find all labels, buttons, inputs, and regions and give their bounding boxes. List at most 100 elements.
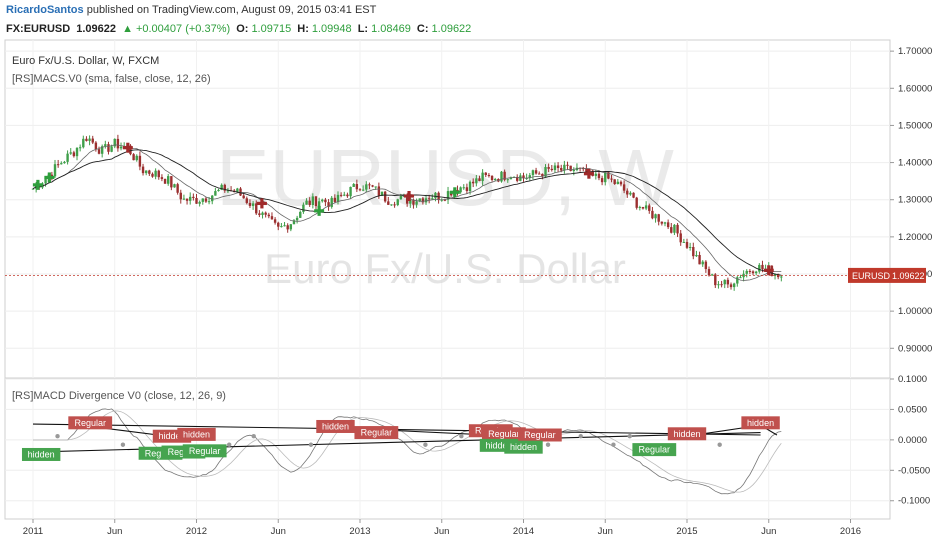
candle-body	[185, 198, 189, 201]
candle-body	[541, 173, 544, 177]
candle-body	[119, 146, 123, 149]
candle-body	[349, 186, 352, 197]
label-text: Regular	[639, 445, 671, 455]
candle-body	[182, 198, 186, 200]
candle-body	[468, 181, 472, 192]
author-link[interactable]: RicardoSantos	[6, 4, 84, 16]
divergence-label: Regular	[354, 426, 399, 440]
candle-body	[245, 198, 249, 203]
signal-bar-v	[47, 172, 51, 183]
divergence-label: Regular	[517, 428, 562, 442]
candle-body	[660, 221, 664, 224]
candle-body	[135, 155, 138, 161]
candle-body	[371, 185, 374, 187]
candle-body	[585, 168, 588, 175]
candle-body	[377, 186, 381, 196]
candle-body	[607, 172, 610, 179]
candle-body	[635, 197, 638, 208]
candle-body	[116, 138, 120, 149]
candle-body	[107, 144, 110, 152]
main-pane-frame	[4, 39, 891, 379]
candle-body	[352, 184, 355, 187]
candle-body	[670, 227, 673, 233]
candle-body	[317, 201, 321, 207]
candle-body	[305, 200, 308, 205]
candle-body	[431, 198, 434, 200]
pivot-dot	[120, 442, 126, 447]
price-axis[interactable]: 1.70000 1.60000 1.50000 1.40000 1.30000 1.200…	[890, 46, 932, 354]
candle-body	[393, 204, 396, 206]
candle-body	[66, 153, 69, 162]
candle-body	[528, 175, 531, 178]
candle-body	[85, 138, 88, 141]
sma-fast-line	[32, 144, 782, 281]
oscillator-axis[interactable]: 0.1000 0.0500 0.0000 -0.0500 -0.1000	[890, 374, 930, 507]
candle-body	[582, 168, 585, 170]
candle-body	[154, 170, 157, 177]
candle-body	[97, 149, 101, 154]
candle-body	[100, 146, 104, 154]
candle-body	[773, 273, 777, 276]
candle-body	[173, 184, 176, 188]
signal-bar-v	[317, 205, 321, 216]
candle-body	[654, 214, 657, 219]
candle-body	[355, 184, 359, 190]
pivot-dot	[717, 442, 722, 447]
candle-body	[726, 279, 730, 285]
candle-body	[405, 195, 409, 204]
label-text: hidden	[747, 418, 774, 428]
candle-body	[638, 206, 642, 208]
divergence-label: Regular	[68, 416, 113, 430]
label-box	[667, 427, 707, 441]
candle-body	[236, 188, 239, 193]
candle-body	[594, 173, 598, 176]
candle-body	[88, 138, 91, 141]
label-text: Regular	[189, 446, 221, 456]
pivot-dot	[227, 442, 232, 447]
time-tick-label: 2011	[23, 526, 43, 537]
candle-body	[503, 171, 506, 180]
candle-body	[324, 199, 327, 203]
candle-body	[758, 264, 761, 272]
candle-body	[330, 197, 333, 207]
candle-body	[295, 217, 299, 221]
candle-body	[714, 274, 717, 286]
label-text: hidden	[158, 431, 185, 441]
candle-body	[465, 187, 469, 192]
candle-body	[676, 224, 679, 234]
main-indicator-title[interactable]: [RS]MACS.V0 (sma, false, close, 12, 26)	[12, 73, 211, 85]
candle-body	[399, 196, 403, 200]
label-box	[632, 443, 677, 457]
candle-body	[666, 222, 670, 228]
candle-body	[679, 233, 682, 243]
candle-body	[616, 181, 620, 184]
candle-body	[261, 212, 264, 216]
candle-body	[604, 172, 607, 183]
candle-body	[53, 164, 57, 177]
candle-body	[720, 284, 723, 286]
label-text: hidden	[322, 421, 349, 431]
oscillator-indicator-title[interactable]: [RS]MACD Divergence V0 (close, 12, 26, 9…	[12, 390, 226, 402]
pivot-dot	[578, 434, 583, 439]
candle-body	[729, 284, 733, 288]
oscillator-tick-label: 0.0000	[898, 435, 927, 446]
candle-body	[383, 191, 387, 202]
candle-body	[563, 164, 566, 171]
label-box	[21, 447, 61, 461]
candle-body	[192, 196, 195, 199]
macd-line	[33, 408, 782, 495]
candle-body	[673, 224, 676, 233]
time-axis[interactable]: 2011 Jun 2012 Jun 2013 Jun 2014 Jun 2015 Jun 2016	[23, 519, 861, 537]
symbol-label[interactable]: FX:EURUSD	[6, 23, 71, 35]
candle-body	[321, 199, 324, 202]
sell-signal-cross	[122, 142, 133, 153]
candle-body	[704, 261, 708, 270]
candle-body	[72, 152, 76, 157]
pivot-dot	[627, 434, 632, 439]
time-tick-label: 2012	[186, 526, 207, 537]
candle-body	[657, 214, 660, 222]
label-box	[481, 427, 526, 441]
signal-bar-v	[260, 198, 264, 209]
candle-body	[566, 164, 569, 166]
